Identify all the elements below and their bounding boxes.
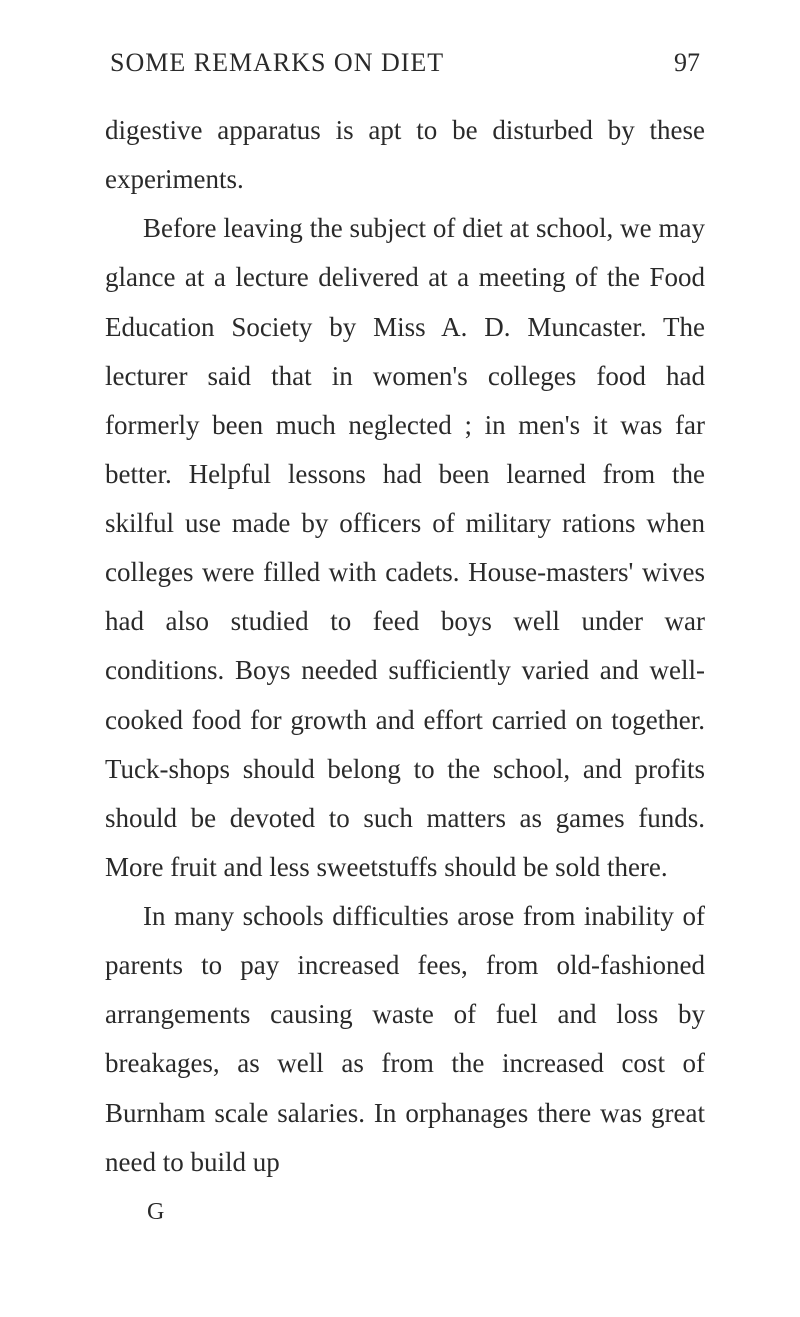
paragraph-1: digestive apparatus is apt to be disturb… bbox=[105, 106, 705, 204]
header-title: SOME REMARKS ON DIET bbox=[110, 48, 444, 78]
paragraph-3: In many schools difficulties arose from … bbox=[105, 892, 705, 1187]
page-number: 97 bbox=[674, 48, 700, 78]
signature-mark: G bbox=[105, 1199, 705, 1226]
body-text: digestive apparatus is apt to be disturb… bbox=[105, 106, 705, 1187]
paragraph-2: Before leaving the subject of diet at sc… bbox=[105, 204, 705, 892]
page-header: SOME REMARKS ON DIET 97 bbox=[105, 48, 705, 78]
